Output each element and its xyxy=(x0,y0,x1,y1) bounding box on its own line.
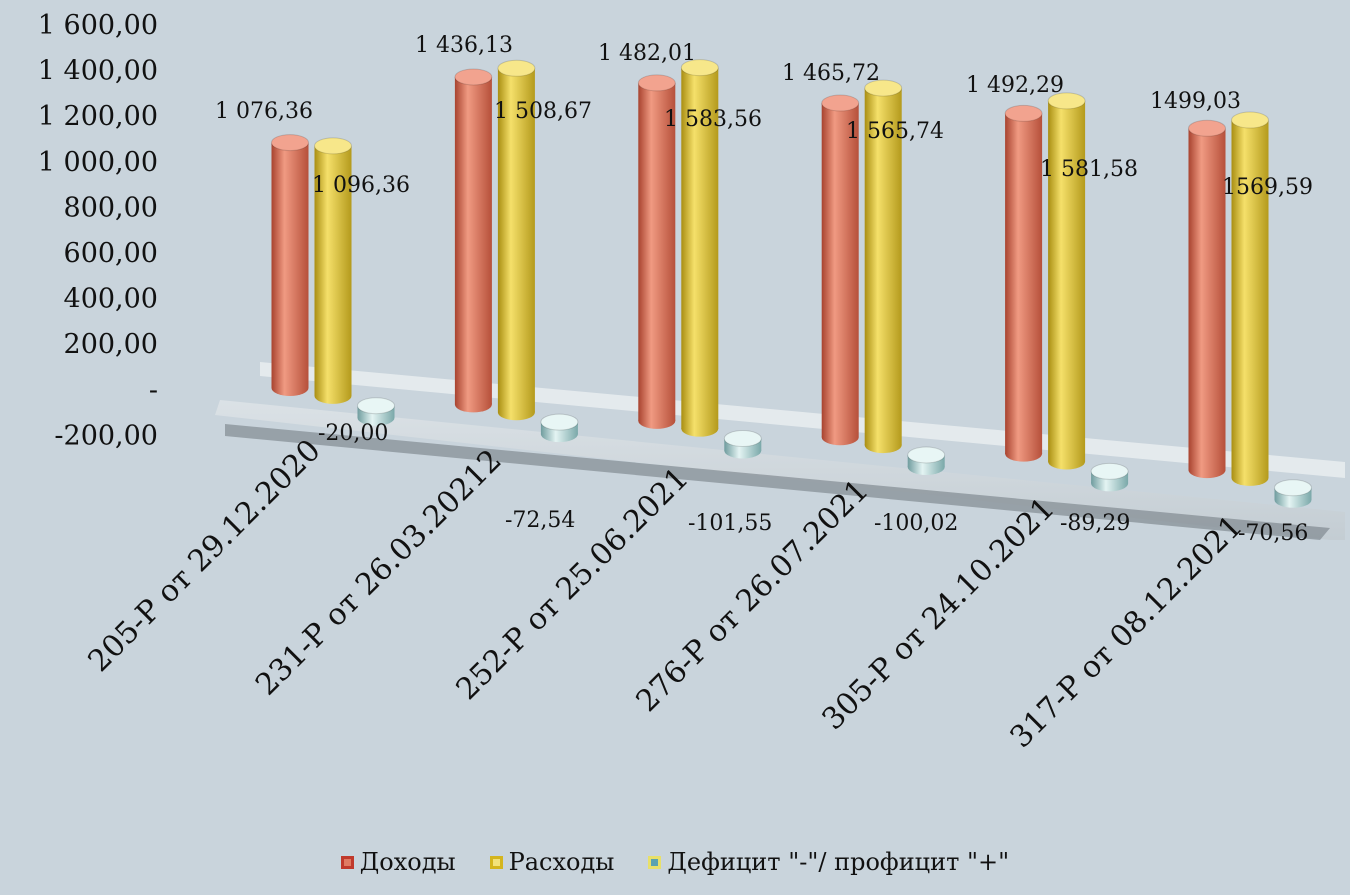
bar-income xyxy=(638,82,676,421)
bar-bottom-cap xyxy=(314,387,352,404)
data-label-income: 1499,03 xyxy=(1150,89,1241,114)
data-label-expenses: 1 581,58 xyxy=(1040,157,1138,182)
bar-bottom-cap xyxy=(724,442,762,459)
data-label-income: 1 482,01 xyxy=(598,41,696,66)
bar-bottom-cap xyxy=(1274,491,1312,508)
y-tick-label: -200,00 xyxy=(54,420,158,451)
legend-label-expenses: Расходы xyxy=(508,848,615,876)
bar-top-cap xyxy=(497,59,536,77)
data-label-deficit: -101,55 xyxy=(688,511,772,536)
legend-item-deficit: Дефицит "-"/ профицит "+" xyxy=(648,848,1009,876)
bar-bottom-cap xyxy=(357,409,395,426)
legend-label-deficit: Дефицит "-"/ профицит "+" xyxy=(667,848,1010,876)
bar-bottom-cap xyxy=(271,380,309,396)
bar-income xyxy=(454,76,492,405)
data-label-expenses: 1 583,56 xyxy=(664,107,762,132)
bar-bottom-cap xyxy=(1091,475,1129,492)
legend-item-income: Доходы xyxy=(340,848,456,876)
legend: Доходы Расходы Дефицит "-"/ профицит "+" xyxy=(0,848,1350,876)
data-label-expenses: 1 096,36 xyxy=(312,173,410,198)
bar-expenses xyxy=(1048,100,1086,462)
bar-bottom-cap xyxy=(681,420,719,437)
bar-bottom-cap xyxy=(638,412,676,429)
data-label-income: 1 465,72 xyxy=(782,61,880,86)
y-tick-label: 1 200,00 xyxy=(38,101,158,132)
x-tick-label: 317-Р от 08.12.2021 xyxy=(1004,509,1250,755)
bar-top-cap xyxy=(821,94,860,112)
data-label-income: 1 076,36 xyxy=(215,99,313,124)
y-tick-label: 600,00 xyxy=(64,238,158,269)
data-label-deficit: -72,54 xyxy=(505,508,575,533)
data-label-expenses: 1 565,74 xyxy=(846,119,944,144)
bar-top-cap xyxy=(637,74,676,92)
bar-top-cap xyxy=(1188,119,1226,137)
bar-top-cap xyxy=(454,68,493,86)
data-label-expenses: 1 508,67 xyxy=(494,99,592,124)
data-label-deficit: -70,56 xyxy=(1238,521,1308,546)
bar-top-cap xyxy=(1047,92,1086,110)
legend-item-expenses: Расходы xyxy=(489,848,615,876)
bar-income xyxy=(271,142,309,388)
bar-bottom-cap xyxy=(1231,469,1269,486)
bar-top-cap xyxy=(680,59,719,77)
data-label-deficit: -20,00 xyxy=(318,421,388,446)
bar-top-cap xyxy=(864,79,903,97)
data-label-deficit: -100,02 xyxy=(874,511,958,536)
bar-bottom-cap xyxy=(864,437,902,454)
data-label-expenses: 1569,59 xyxy=(1222,175,1313,200)
bar-bottom-cap xyxy=(454,396,492,413)
legend-swatch-income xyxy=(340,855,354,869)
bar-top-cap xyxy=(1274,479,1312,497)
y-tick-label: 400,00 xyxy=(64,284,158,315)
bar-bottom-cap xyxy=(540,426,578,443)
bar-top-cap xyxy=(271,134,309,152)
data-label-income: 1 492,29 xyxy=(966,73,1064,98)
floor-shadow xyxy=(225,424,1330,540)
y-tick-label: 800,00 xyxy=(64,192,158,223)
data-label-deficit: -89,29 xyxy=(1060,511,1130,536)
y-tick-label: - xyxy=(149,375,158,406)
bar-income xyxy=(821,103,859,438)
bar-top-cap xyxy=(1004,104,1043,122)
bar-expenses xyxy=(681,67,719,429)
y-tick-label: 200,00 xyxy=(64,329,158,360)
bar-expenses xyxy=(1231,120,1269,478)
bar-top-cap xyxy=(907,446,946,464)
legend-swatch-expenses xyxy=(489,855,503,869)
bar-bottom-cap xyxy=(1188,462,1226,479)
chart-floor xyxy=(215,362,1345,540)
data-labels: 1 076,36 1 436,13 1 482,01 1 465,72 1 492,29… xyxy=(215,33,1313,546)
bar-expenses xyxy=(314,145,352,396)
bar-bottom-cap xyxy=(821,429,859,446)
y-axis: 1 600,00 1 400,00 1 200,00 1 000,00 800,00 60… xyxy=(38,10,158,451)
bar-top-cap xyxy=(314,137,352,155)
bar-bottom-cap xyxy=(1048,453,1086,470)
bar-bottom-cap xyxy=(1005,445,1043,462)
bar-expenses xyxy=(864,88,902,446)
y-tick-label: 1 600,00 xyxy=(38,10,158,41)
bar-top-cap xyxy=(357,397,395,415)
bar-bottom-cap xyxy=(907,458,945,475)
bar-top-cap xyxy=(723,430,762,448)
bar-top-cap xyxy=(1090,462,1129,480)
bar-top-cap xyxy=(1231,111,1269,129)
legend-swatch-deficit xyxy=(648,855,662,869)
bar-bottom-cap xyxy=(497,404,535,421)
bars-group xyxy=(271,59,1312,508)
bar-top-cap xyxy=(540,413,579,431)
legend-label-income: Доходы xyxy=(359,848,456,876)
y-tick-label: 1 400,00 xyxy=(38,56,158,87)
bar-expenses xyxy=(497,68,535,413)
y-tick-label: 1 000,00 xyxy=(38,147,158,178)
data-label-income: 1 436,13 xyxy=(415,33,513,58)
bar-income xyxy=(1005,113,1043,454)
bar-income xyxy=(1188,128,1226,471)
